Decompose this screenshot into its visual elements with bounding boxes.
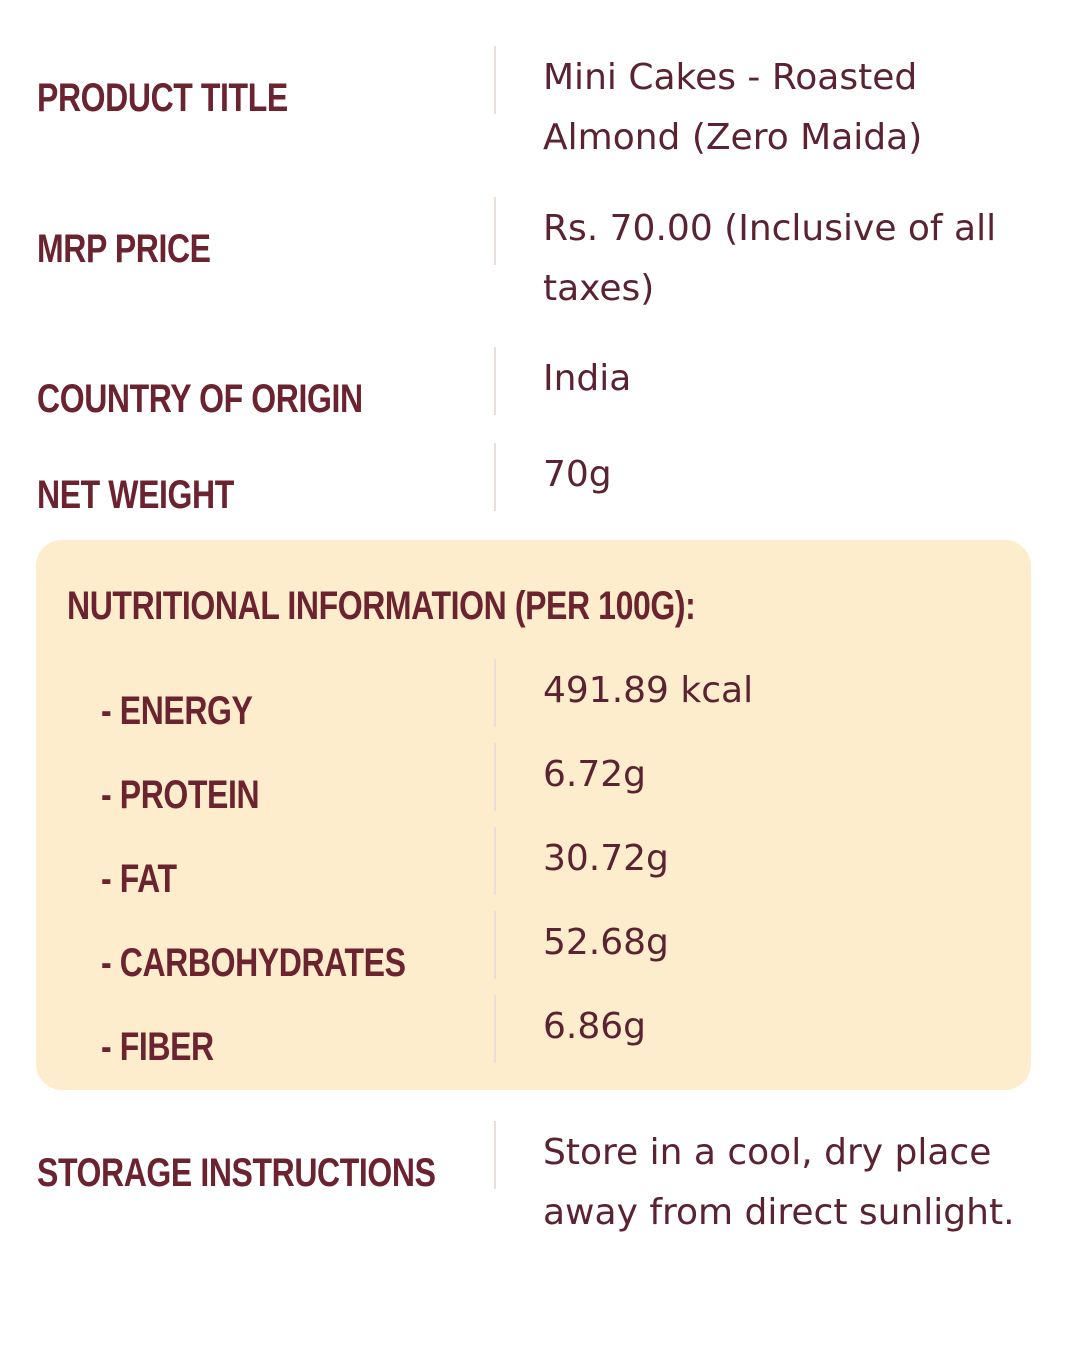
divider	[494, 347, 496, 415]
row-value: India	[543, 358, 632, 399]
row-value: 30.72g	[543, 838, 669, 879]
row-value: 52.68g	[543, 922, 669, 963]
divider	[494, 995, 496, 1063]
row-value: 6.72g	[543, 754, 647, 795]
row-label: - PROTEIN	[101, 773, 260, 817]
row-label: MRP PRICE	[37, 227, 211, 271]
row-label: - FAT	[101, 857, 177, 901]
divider	[494, 911, 496, 979]
row-label: STORAGE INSTRUCTIONS	[37, 1151, 436, 1195]
nutrition-panel	[36, 540, 1031, 1090]
divider	[494, 659, 496, 727]
divider	[494, 827, 496, 895]
divider	[494, 743, 496, 811]
row-value: 491.89 kcal	[543, 670, 754, 711]
row-label: - CARBOHYDRATES	[101, 941, 406, 985]
row-value: Mini Cakes - Roasted Almond (Zero Maida)	[543, 57, 923, 158]
row-label: NET WEIGHT	[37, 473, 234, 517]
nutrition-title: NUTRITIONAL INFORMATION (PER 100G):	[67, 584, 696, 628]
divider	[494, 46, 496, 114]
row-label: - FIBER	[101, 1025, 214, 1069]
divider	[494, 197, 496, 265]
row-value: Store in a cool, dry place away from dir…	[543, 1132, 1015, 1233]
row-label: PRODUCT TITLE	[37, 76, 288, 120]
divider	[494, 1121, 496, 1189]
row-value: 6.86g	[543, 1006, 647, 1047]
row-label: COUNTRY OF ORIGIN	[37, 377, 363, 421]
row-value: Rs. 70.00 (Inclusive of all taxes)	[543, 208, 997, 309]
row-value: 70g	[543, 454, 612, 495]
divider	[494, 443, 496, 511]
row-label: - ENERGY	[101, 689, 253, 733]
